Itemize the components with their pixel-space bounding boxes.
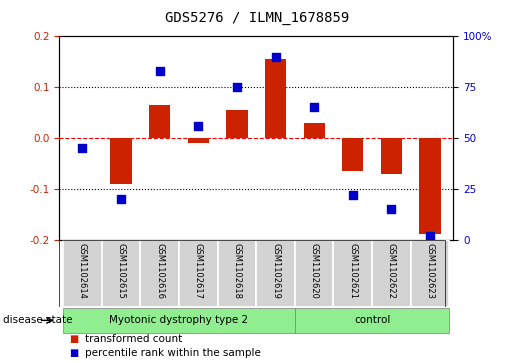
Bar	[342, 138, 364, 171]
Bar	[334, 240, 372, 307]
Point	[78, 145, 87, 151]
Bar	[140, 240, 179, 307]
Text: disease state: disease state	[3, 315, 72, 325]
Bar	[149, 105, 170, 138]
Text: GSM1102622: GSM1102622	[387, 243, 396, 299]
Bar	[410, 240, 449, 307]
Bar	[63, 308, 295, 333]
Point	[233, 84, 241, 90]
Point	[271, 54, 280, 60]
Bar	[187, 138, 209, 143]
Text: GSM1102620: GSM1102620	[310, 243, 319, 299]
Point	[387, 206, 396, 212]
Point	[310, 105, 318, 110]
Bar	[419, 138, 441, 234]
Bar	[265, 59, 286, 138]
Point	[349, 192, 357, 198]
Text: percentile rank within the sample: percentile rank within the sample	[85, 348, 261, 358]
Bar	[256, 240, 295, 307]
Bar	[295, 240, 334, 307]
Bar	[303, 123, 325, 138]
Text: GDS5276 / ILMN_1678859: GDS5276 / ILMN_1678859	[165, 11, 350, 25]
Bar	[295, 308, 449, 333]
Bar	[381, 138, 402, 174]
Text: Myotonic dystrophy type 2: Myotonic dystrophy type 2	[109, 315, 249, 325]
Text: GSM1102617: GSM1102617	[194, 243, 203, 299]
Bar	[110, 138, 132, 184]
Bar	[217, 240, 256, 307]
Text: GSM1102618: GSM1102618	[232, 243, 242, 299]
Bar	[179, 240, 217, 307]
Text: GSM1102615: GSM1102615	[116, 243, 126, 299]
Text: GSM1102619: GSM1102619	[271, 243, 280, 299]
Text: control: control	[354, 315, 390, 325]
Text: GSM1102623: GSM1102623	[425, 243, 435, 299]
Bar	[226, 110, 248, 138]
Point	[156, 68, 164, 74]
Bar	[102, 240, 140, 307]
Point	[117, 196, 125, 202]
Point	[426, 233, 434, 238]
Text: GSM1102616: GSM1102616	[155, 243, 164, 299]
Text: ■: ■	[70, 348, 79, 358]
Bar	[63, 240, 102, 307]
Text: ■: ■	[70, 334, 79, 344]
Text: transformed count: transformed count	[85, 334, 182, 344]
Bar	[372, 240, 410, 307]
Point	[194, 123, 202, 129]
Text: GSM1102614: GSM1102614	[78, 243, 87, 299]
Text: GSM1102621: GSM1102621	[348, 243, 357, 299]
